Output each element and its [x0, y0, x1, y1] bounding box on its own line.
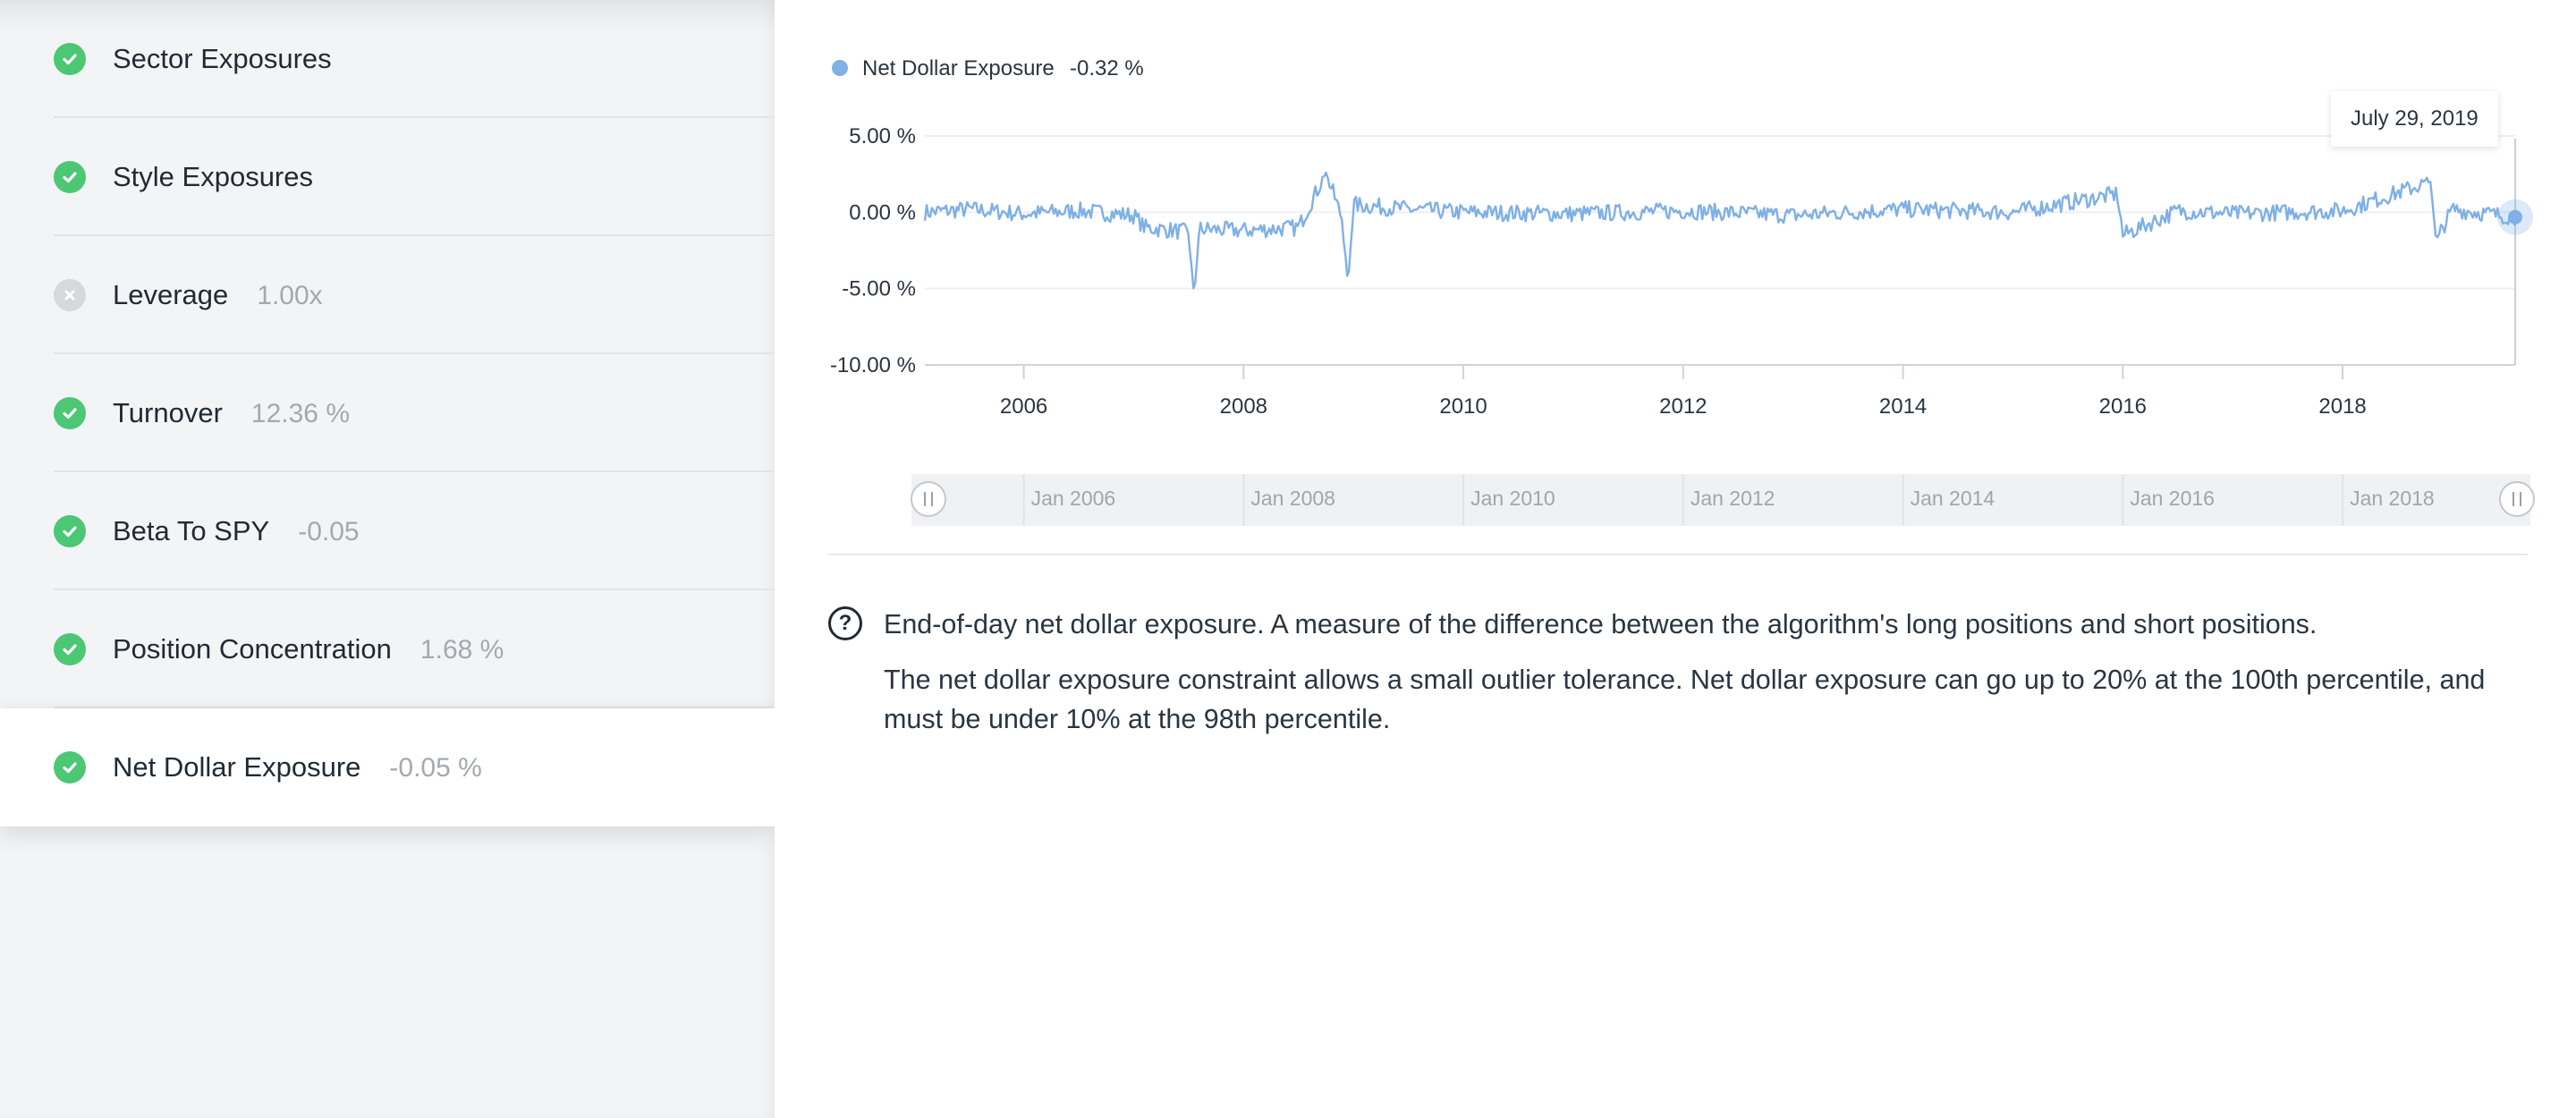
- navigator-label: Jan 2014: [1911, 487, 1996, 510]
- section-divider: [828, 554, 2528, 555]
- sidebar-item-label: Style Exposures: [113, 161, 313, 192]
- description-detail: The net dollar exposure constraint allow…: [884, 665, 2486, 734]
- chart-tooltip: July 29, 2019: [2331, 91, 2498, 147]
- sidebar-item-style-exposures[interactable]: Style Exposures: [0, 118, 775, 236]
- series-line-net-dollar-exposure: [923, 171, 2517, 290]
- sidebar-item-value: 1.68 %: [419, 635, 504, 665]
- x-tick-label: 2012: [1659, 394, 1707, 419]
- sidebar-item-position-concentration[interactable]: Position Concentration 1.68 %: [0, 590, 775, 708]
- y-tick-label: -5.00 %: [842, 277, 916, 301]
- net-dollar-exposure-chart: Net Dollar Exposure -0.32 % 5.00 % 0.00 % -5…: [775, 0, 2576, 537]
- navigator-label: Jan 2010: [1470, 487, 1555, 510]
- sidebar-item-label: Turnover: [113, 397, 223, 428]
- y-tick-label: -10.00 %: [830, 353, 916, 377]
- x-tick-label: 2014: [1879, 394, 1927, 419]
- sidebar-item-value: 12.36 %: [250, 399, 350, 428]
- navigator-handle-left[interactable]: [911, 481, 946, 517]
- sidebar-item-value: -0.05 %: [389, 753, 482, 783]
- sidebar-item-sector-exposures[interactable]: Sector Exposures: [0, 0, 775, 118]
- description-summary: End-of-day net dollar exposure. A measur…: [884, 609, 2318, 639]
- constraint-description: ? End-of-day net dollar exposure. A meas…: [828, 605, 2528, 755]
- y-tick-label: 0.00 %: [849, 200, 916, 224]
- sidebar-item-value: -0.05: [298, 517, 360, 546]
- sidebar-item-turnover[interactable]: Turnover 12.36 %: [0, 354, 775, 472]
- constraints-sidebar: Sector Exposures Style Exposures Leverage 1…: [0, 0, 775, 1118]
- help-circle-icon: ?: [828, 606, 862, 640]
- chart-svg: Net Dollar Exposure -0.32 % 5.00 % 0.00 % -5…: [830, 56, 2535, 526]
- sidebar-divider: [54, 589, 775, 590]
- x-circle-icon: [54, 279, 86, 311]
- sidebar-item-leverage[interactable]: Leverage 1.00x: [0, 236, 775, 354]
- check-circle-icon: [54, 751, 86, 783]
- detail-panel: Net Dollar Exposure -0.32 % 5.00 % 0.00 % -5…: [775, 0, 2576, 1118]
- x-tick-label: 2016: [2099, 394, 2147, 419]
- check-circle-icon: [54, 397, 86, 429]
- legend-marker: [832, 60, 848, 76]
- navigator-label: Jan 2012: [1690, 487, 1775, 510]
- sidebar-item-beta-to-spy[interactable]: Beta To SPY -0.05: [0, 472, 775, 590]
- tooltip-date: July 29, 2019: [2351, 106, 2479, 131]
- sidebar-item-label: Sector Exposures: [113, 43, 332, 74]
- navigator-label: Jan 2008: [1250, 487, 1335, 510]
- navigator-label: Jan 2016: [2130, 487, 2215, 510]
- sidebar-divider: [54, 470, 775, 472]
- x-tick-label: 2010: [1439, 394, 1487, 419]
- legend-series-name: Net Dollar Exposure: [862, 56, 1055, 80]
- x-tick-label: 2018: [2318, 394, 2366, 419]
- sidebar-item-label: Position Concentration: [113, 633, 392, 665]
- sidebar-item-value: 1.00x: [257, 281, 323, 310]
- x-tick-label: 2008: [1220, 394, 1267, 419]
- check-circle-icon: [54, 43, 86, 75]
- check-circle-icon: [54, 161, 86, 193]
- y-tick-label: 5.00 %: [849, 124, 916, 148]
- sidebar-item-label: Leverage: [113, 279, 229, 310]
- sidebar-item-net-dollar-exposure[interactable]: Net Dollar Exposure -0.05 %: [0, 708, 775, 826]
- sidebar-divider: [54, 707, 775, 708]
- sidebar-item-label: Net Dollar Exposure: [113, 751, 361, 783]
- hover-point: [2508, 209, 2522, 224]
- sidebar-divider: [54, 234, 775, 236]
- check-circle-icon: [54, 515, 86, 547]
- navigator-handle-right[interactable]: [2499, 481, 2535, 517]
- sidebar-item-label: Beta To SPY: [113, 515, 270, 546]
- x-tick-label: 2006: [1000, 394, 1047, 419]
- navigator-track: [911, 474, 2530, 526]
- navigator-label: Jan 2018: [2350, 487, 2435, 510]
- sidebar-divider: [54, 352, 775, 354]
- sidebar-divider: [54, 116, 775, 118]
- check-circle-icon: [54, 633, 86, 665]
- legend-series-value: -0.32 %: [1070, 56, 1144, 80]
- navigator-label: Jan 2006: [1031, 487, 1116, 510]
